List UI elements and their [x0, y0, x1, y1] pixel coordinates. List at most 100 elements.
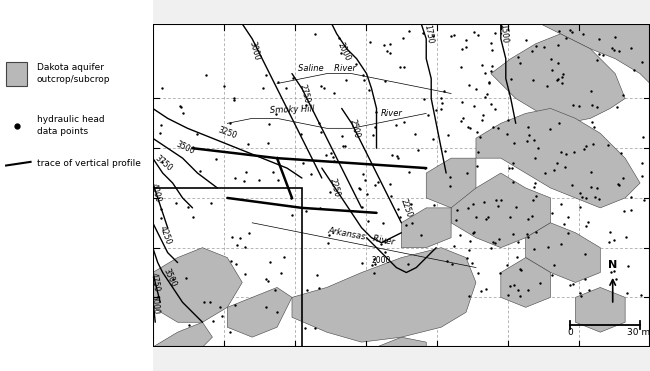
Point: [441, 258, 452, 264]
Point: [184, 322, 194, 328]
Point: [586, 119, 597, 125]
Point: [547, 272, 557, 278]
Point: [528, 197, 539, 203]
Point: [515, 266, 526, 272]
Point: [523, 216, 534, 221]
Point: [376, 241, 387, 247]
Point: [365, 39, 376, 45]
Point: [482, 91, 492, 97]
Point: [512, 204, 522, 210]
Point: [183, 204, 194, 210]
Point: [311, 272, 322, 278]
Point: [580, 251, 590, 257]
Point: [219, 83, 229, 89]
Point: [439, 88, 449, 94]
Point: [556, 201, 566, 207]
Point: [567, 29, 577, 35]
Point: [391, 122, 401, 128]
Point: [610, 34, 621, 40]
Point: [202, 72, 212, 78]
Point: [621, 234, 631, 240]
Point: [493, 203, 504, 209]
Point: [569, 149, 579, 155]
Point: [302, 287, 312, 293]
Point: [505, 214, 515, 220]
Point: [380, 249, 390, 255]
Point: [436, 106, 447, 112]
Point: [491, 197, 501, 203]
Point: [380, 239, 390, 245]
Point: [181, 275, 191, 281]
Point: [270, 287, 280, 293]
Point: [469, 103, 479, 109]
Point: [358, 72, 369, 78]
Point: [594, 50, 604, 56]
Point: [401, 222, 411, 228]
Point: [228, 95, 239, 101]
Text: N: N: [608, 260, 618, 270]
Point: [208, 318, 218, 324]
Point: [606, 45, 617, 51]
Point: [225, 329, 235, 335]
Point: [523, 234, 533, 240]
Point: [370, 109, 381, 115]
Point: [594, 36, 604, 42]
Text: 1750: 1750: [422, 23, 435, 44]
Point: [439, 148, 450, 154]
Point: [217, 313, 228, 319]
Point: [479, 199, 489, 205]
Point: [270, 111, 281, 117]
Point: [314, 285, 324, 290]
Point: [392, 152, 402, 158]
Point: [476, 62, 487, 68]
Point: [557, 73, 567, 79]
Point: [224, 120, 235, 126]
Point: [508, 231, 518, 237]
FancyBboxPatch shape: [6, 62, 27, 85]
Point: [508, 179, 518, 185]
Point: [637, 160, 647, 165]
Point: [484, 79, 495, 85]
Point: [552, 76, 563, 82]
Point: [315, 205, 325, 211]
Point: [588, 102, 598, 108]
Point: [549, 262, 560, 267]
Point: [329, 90, 339, 96]
Point: [482, 214, 493, 220]
Point: [539, 44, 549, 50]
Point: [606, 269, 617, 275]
Point: [495, 270, 505, 276]
Text: 2250: 2250: [399, 197, 414, 219]
Point: [523, 132, 534, 138]
Point: [393, 206, 403, 212]
Point: [359, 177, 370, 183]
Point: [486, 101, 497, 107]
Point: [443, 132, 453, 138]
Point: [458, 115, 468, 121]
Point: [429, 202, 439, 208]
Point: [419, 96, 430, 102]
Point: [603, 142, 613, 148]
Point: [279, 254, 289, 260]
Point: [336, 50, 346, 56]
Point: [402, 261, 413, 267]
Point: [612, 181, 623, 187]
Text: 3000: 3000: [248, 41, 261, 62]
Point: [364, 87, 374, 93]
Point: [636, 59, 647, 65]
Point: [449, 243, 460, 249]
Text: trace of vertical profile: trace of vertical profile: [36, 159, 140, 168]
Point: [580, 276, 590, 282]
Point: [458, 99, 468, 105]
Polygon shape: [292, 248, 476, 342]
Point: [417, 30, 428, 36]
Point: [156, 122, 166, 128]
Point: [636, 173, 647, 179]
Text: 2000: 2000: [372, 256, 391, 265]
Point: [468, 29, 478, 35]
Polygon shape: [426, 158, 476, 208]
Point: [369, 256, 379, 262]
Point: [436, 95, 446, 101]
Point: [614, 48, 624, 54]
Point: [488, 124, 498, 130]
